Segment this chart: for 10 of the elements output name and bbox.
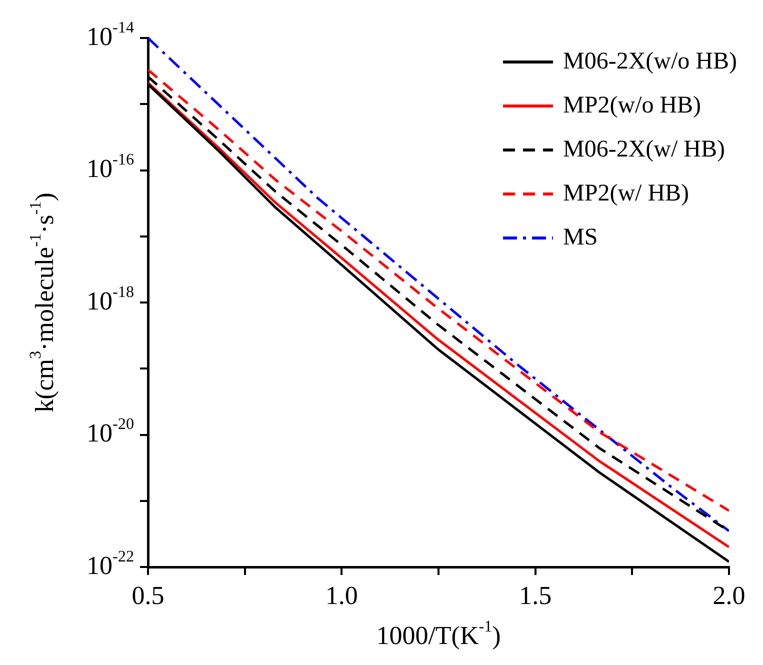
legend-label: MP2(w/o HB) — [563, 92, 702, 118]
legend-label: M06-2X(w/ HB) — [563, 136, 726, 162]
x-tick-label: 2.0 — [712, 580, 746, 610]
legend-label: MP2(w/ HB) — [563, 180, 690, 206]
x-tick-label: 0.5 — [132, 580, 164, 610]
x-tick-label: 1.5 — [519, 580, 552, 610]
legend-label: M06-2X(w/o HB) — [563, 48, 738, 74]
legend-label: MS — [563, 224, 598, 250]
y-axis-title: k(cm3·molecule-1·s-1) — [27, 192, 59, 412]
x-tick-label: 1.0 — [325, 580, 358, 610]
